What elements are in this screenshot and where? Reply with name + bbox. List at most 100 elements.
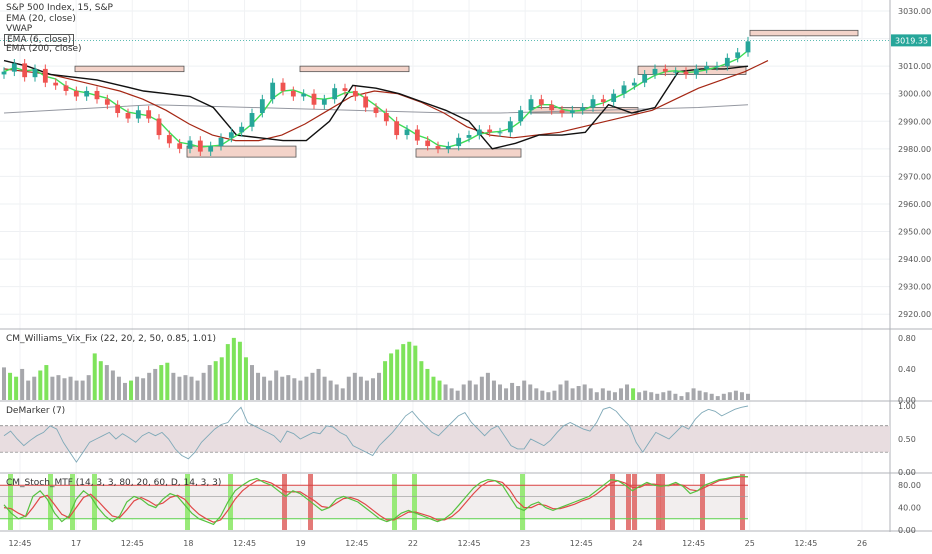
stoch-red-bar [656,474,661,530]
candle-body [425,140,431,147]
vix-bar [739,392,744,400]
price-axis: 2920.00 2930.00 2940.00 2950.00 2960.00 2970.… [891,7,931,535]
candle-body [487,129,493,133]
vix-bar [358,376,363,400]
candle-body [445,146,451,149]
stoch-red-bar [700,474,705,530]
candle-body [652,68,658,75]
stoch-green-bar [48,474,53,530]
candle-body [549,104,555,111]
vix-bar [310,372,315,400]
vix-bar [20,368,25,400]
vix-bar [364,380,369,400]
candle-body [84,90,90,97]
candle-body [631,82,637,86]
stoch-green-bar [8,474,13,530]
candle-body [476,129,482,136]
vix-bar [389,353,394,400]
vix-bar [395,349,400,400]
price-tick-label: 2930.00 [898,283,931,292]
legend-vwap[interactable]: VWAP [6,24,33,34]
candle-body [73,90,79,97]
vix-bar [661,392,666,400]
stoch-red-bar [632,474,637,530]
vix-bar [594,392,599,400]
legend-ema20[interactable]: EMA (20, close) [6,14,76,24]
vix-bar [552,390,557,400]
vix-bar [455,390,460,400]
vix-bar [237,341,242,400]
vix-bar [286,375,291,400]
price-tick-label: 2990.00 [898,117,931,126]
vix-bar [612,392,617,400]
vix-bar [262,376,267,400]
vix-bar [122,382,127,400]
vix-bar [570,388,575,400]
vwap-line [3,59,749,150]
panel-label: CM_Stoch_MTF (14, 3, 3, 80, 20, 60, D, 1… [6,478,221,488]
vix-bar [147,372,152,400]
time-tick-label: 23 [520,539,530,548]
vix-bar [298,380,303,400]
vix-bar [407,341,412,400]
legend-ema6[interactable]: EMA (6, close) [4,34,75,46]
vix-bar [110,370,115,400]
vix-bar [177,376,182,400]
candle-body [497,132,503,134]
time-tick-label: 12:45 [233,539,256,548]
vix-bar [673,393,678,400]
candle-body [270,82,276,100]
vix-bar [679,396,684,400]
vix-bar [370,378,375,400]
legend-ema200[interactable]: EMA (200, close) [6,44,82,54]
candle-body [507,121,513,133]
candle-body [693,68,699,75]
vix-bar [68,376,73,400]
stoch-tick-label: 0.00 [898,526,916,535]
candle-body [373,107,379,114]
vix-bar [643,390,648,400]
vix-bar [104,365,109,400]
vix-bar [352,372,357,400]
vix-bar [56,375,61,400]
vix-bar [473,384,478,400]
vix-bar [195,380,200,400]
vix-bar [243,357,248,400]
candle-body [518,110,524,122]
vix-bar [485,372,490,400]
vix-bar [183,375,188,400]
price-box [749,29,859,37]
vix-bar [213,361,218,400]
candle-body [125,113,131,119]
vix-bar [691,388,696,400]
candle-body [611,93,617,102]
vix-bar [280,376,285,400]
vix-bar [655,393,660,400]
vix-bar [606,390,611,400]
last-price-tag [891,34,931,47]
candle-body [714,66,720,68]
time-tick-label: 19 [296,539,306,548]
candle-body [600,99,606,102]
vix-bar [401,344,406,400]
stoch-green-bar [70,474,75,530]
candle-body [311,93,317,105]
vix-bar [129,380,134,400]
vix-bar [207,365,212,400]
vix-bar [528,384,533,400]
vix-bar [80,380,85,400]
stoch-green-bar [520,474,525,530]
candle-body [146,110,152,119]
vix-bar [625,384,630,400]
vix-bar [467,380,472,400]
candle-body [177,143,183,149]
stoch-k-line [3,475,749,526]
candle-body [63,85,69,91]
candle-body [280,82,286,91]
stoch-red-bar [740,474,745,530]
stoch-red-bar [282,474,287,530]
stoch-red-bar [660,474,665,530]
time-tick-label: 12:45 [794,539,817,548]
vix-bar [649,392,654,400]
